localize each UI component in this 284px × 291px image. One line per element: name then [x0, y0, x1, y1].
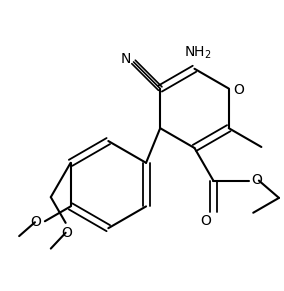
Text: O: O [30, 215, 41, 229]
Text: O: O [251, 173, 262, 187]
Text: NH$_2$: NH$_2$ [184, 45, 211, 61]
Text: O: O [61, 226, 72, 240]
Text: N: N [120, 52, 131, 66]
Text: O: O [200, 214, 211, 228]
Text: O: O [233, 83, 244, 97]
